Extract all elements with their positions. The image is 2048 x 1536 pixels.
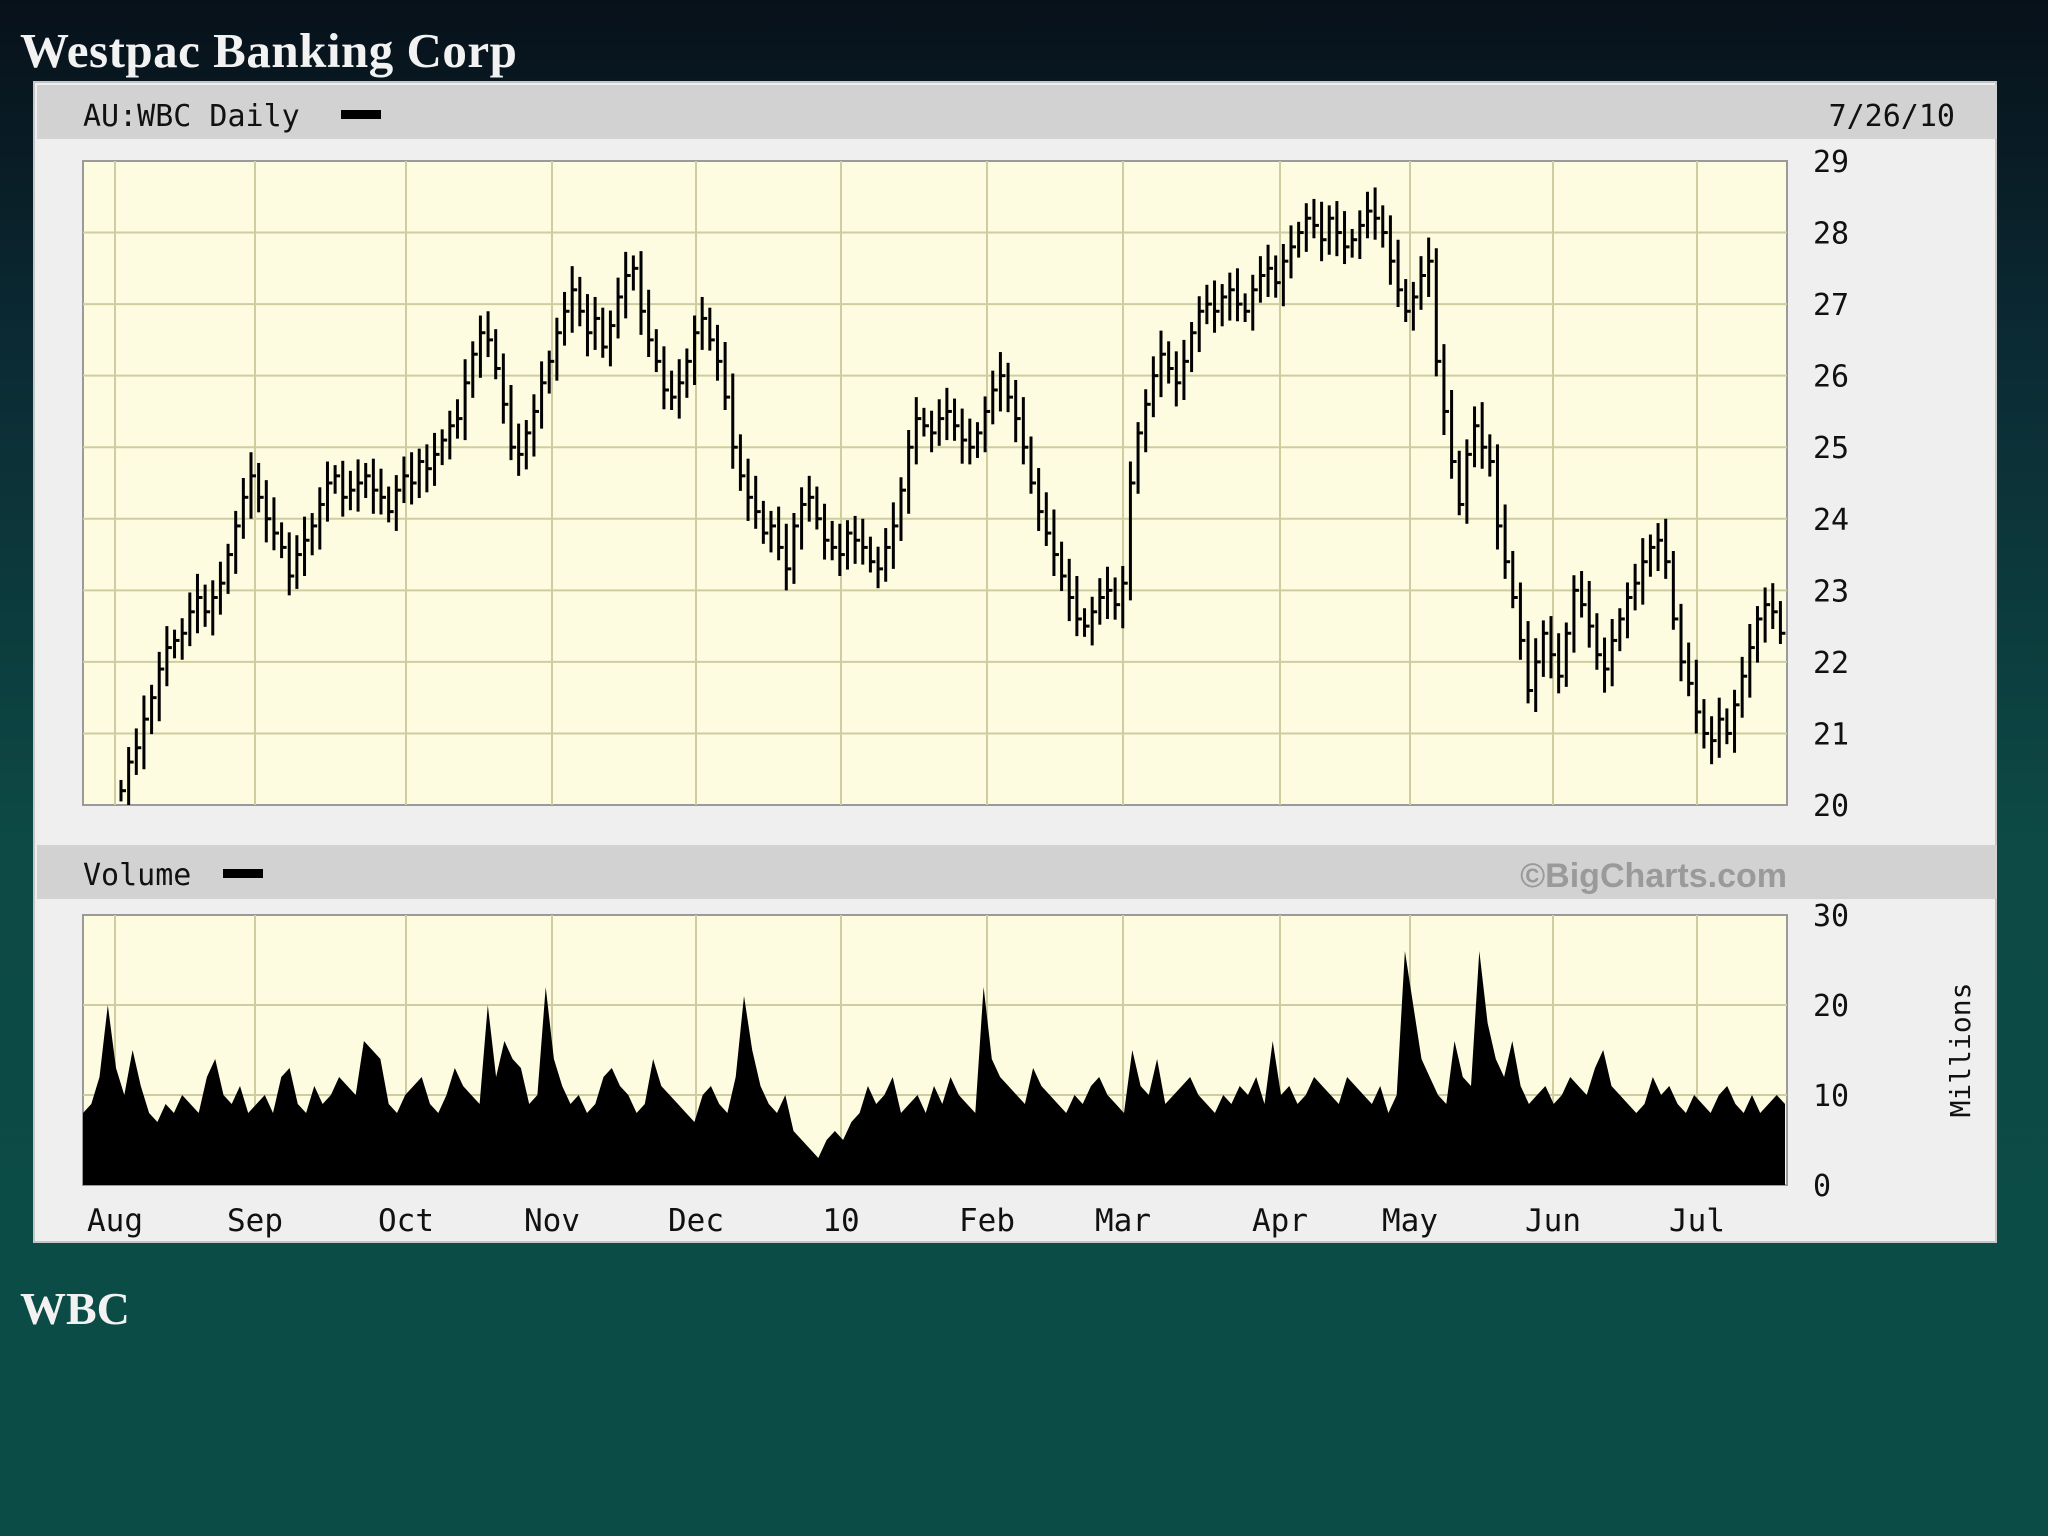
price-tick-label: 27 — [1813, 288, 1849, 323]
month-axis: Aug Sep Oct Nov Dec 10 Feb Mar Apr May Jun Jul — [87, 1203, 1725, 1239]
watermark: ©BigCharts.com — [1520, 857, 1787, 895]
volume-tick-label: 30 — [1813, 899, 1849, 934]
month-label: Jun — [1525, 1203, 1581, 1239]
month-label: Mar — [1095, 1203, 1151, 1239]
price-legend-swatch — [341, 110, 381, 119]
volume-tick-label: 10 — [1813, 1079, 1849, 1114]
month-label: Jul — [1669, 1203, 1725, 1239]
price-grid — [83, 161, 1787, 805]
price-tick-label: 22 — [1813, 646, 1849, 681]
price-tick-label: 23 — [1813, 574, 1849, 609]
price-tick-label: 20 — [1813, 789, 1849, 824]
chart-header-bar — [37, 85, 1997, 139]
volume-label: Volume — [83, 858, 191, 893]
volume-unit-label: Millions — [1944, 983, 1977, 1118]
price-axis: 29 28 27 26 25 24 23 22 21 20 — [1813, 145, 1849, 824]
month-label: Sep — [227, 1203, 283, 1239]
slide-title: Westpac Banking Corp — [20, 23, 518, 78]
volume-legend-swatch — [223, 869, 263, 878]
volume-tick-label: 20 — [1813, 989, 1849, 1024]
chart-date: 7/26/10 — [1829, 99, 1955, 134]
chart-title: AU:WBC Daily — [83, 99, 300, 134]
month-label: Nov — [524, 1203, 580, 1239]
slide-subtitle: WBC — [20, 1283, 130, 1334]
volume-header-bar — [37, 845, 1997, 899]
stock-chart: AU:WBC Daily 7/26/10 2928272625242322212… — [37, 85, 1997, 1239]
volume-series — [83, 951, 1785, 1185]
price-series — [119, 187, 1786, 805]
price-tick-label: 29 — [1813, 145, 1849, 180]
price-plot-area — [82, 160, 1788, 806]
volume-axis: 30 20 10 0 — [1813, 899, 1849, 1204]
month-label: 10 — [822, 1203, 859, 1239]
volume-tick-label: 0 — [1813, 1169, 1831, 1204]
price-tick-label: 25 — [1813, 431, 1849, 466]
price-tick-label: 24 — [1813, 503, 1849, 538]
month-label: Aug — [87, 1203, 143, 1239]
stock-chart-panel: AU:WBC Daily 7/26/10 29 28 27 26 25 24 23 22 21 2… — [33, 81, 1997, 1243]
month-label: Feb — [959, 1203, 1015, 1239]
price-tick-label: 21 — [1813, 717, 1849, 752]
price-tick-label: 26 — [1813, 360, 1849, 395]
price-tick-label: 28 — [1813, 217, 1849, 252]
month-label: Apr — [1252, 1203, 1308, 1239]
month-label: May — [1382, 1203, 1438, 1239]
month-label: Dec — [668, 1203, 724, 1239]
month-label: Oct — [378, 1203, 434, 1239]
